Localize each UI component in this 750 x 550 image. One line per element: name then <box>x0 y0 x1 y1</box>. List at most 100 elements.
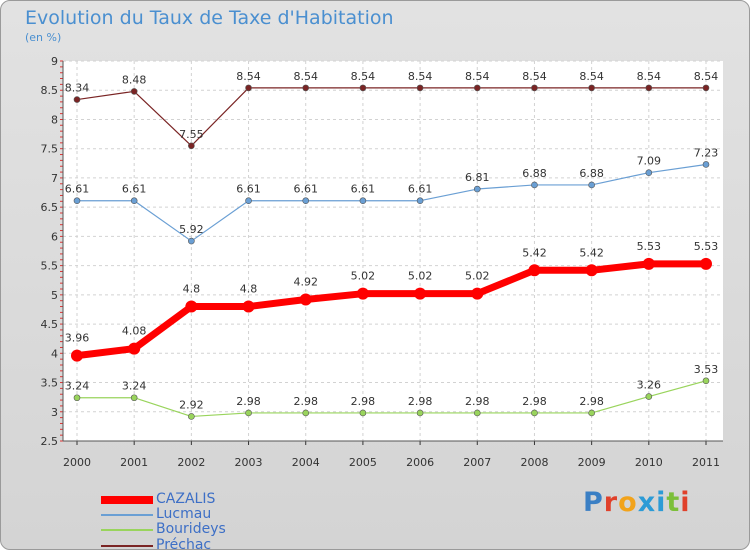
data-label: 3.53 <box>694 363 719 376</box>
data-point <box>702 377 710 385</box>
x-tick-label: 2011 <box>692 456 720 469</box>
y-tick-label: 8.5 <box>41 84 59 97</box>
data-label: 6.61 <box>122 183 147 196</box>
data-point <box>245 84 252 92</box>
data-point <box>473 409 481 417</box>
data-point <box>302 409 310 417</box>
x-tick-label: 2002 <box>177 456 205 469</box>
data-point <box>242 300 255 313</box>
data-label: 8.54 <box>465 70 490 83</box>
data-point <box>185 300 198 313</box>
data-label: 6.88 <box>522 167 547 180</box>
data-point <box>245 409 252 417</box>
logo-letter: i <box>656 487 667 518</box>
x-tick-label: 2004 <box>292 456 320 469</box>
data-label: 8.54 <box>579 70 604 83</box>
legend-label: Préchac <box>156 537 212 550</box>
logo-letter: t <box>666 487 681 518</box>
data-label: 8.54 <box>637 70 662 83</box>
data-point <box>130 88 138 95</box>
logo-letter: r <box>603 487 619 518</box>
y-tick-label: 5 <box>51 289 58 302</box>
data-point <box>473 84 481 92</box>
data-point <box>188 237 195 245</box>
data-label: 3.96 <box>65 332 90 345</box>
data-label: 7.23 <box>694 146 719 159</box>
data-label: 6.88 <box>579 167 604 180</box>
series-line-préchac <box>76 87 706 147</box>
data-label: 5.53 <box>637 240 662 253</box>
series-line-bourideys <box>77 380 707 418</box>
y-tick-label: 5.5 <box>41 260 59 273</box>
data-label: 5.02 <box>465 270 490 283</box>
data-point <box>585 264 598 277</box>
data-label: 8.54 <box>408 70 433 83</box>
data-point <box>359 197 367 205</box>
x-tick-label: 2010 <box>635 456 663 469</box>
y-tick-label: 3 <box>51 406 58 419</box>
data-point <box>473 185 481 193</box>
data-point <box>416 409 424 417</box>
data-label: 6.61 <box>65 183 90 196</box>
data-point <box>531 181 538 189</box>
data-label: 8.48 <box>122 73 147 86</box>
data-point <box>73 394 81 402</box>
y-tick-label: 8 <box>51 113 58 126</box>
data-label: 8.54 <box>293 70 318 83</box>
data-label: 8.34 <box>65 82 90 95</box>
x-tick-label: 2000 <box>63 456 91 469</box>
x-tick-label: 2006 <box>406 456 434 469</box>
legend-label: Bourideys <box>156 521 226 537</box>
data-label: 5.02 <box>351 270 376 283</box>
data-point <box>645 84 653 92</box>
data-label: 4.92 <box>293 276 318 289</box>
data-label: 2.98 <box>579 395 604 408</box>
data-label: 6.81 <box>465 171 490 184</box>
data-point <box>128 342 141 355</box>
legend-label: CAZALIS <box>156 491 216 507</box>
data-point <box>414 287 427 300</box>
data-point <box>416 84 424 92</box>
data-point <box>188 142 195 150</box>
legend-label: Lucmau <box>156 506 212 522</box>
data-point <box>71 349 83 362</box>
data-label: 2.98 <box>293 395 318 408</box>
x-tick-label: 2008 <box>520 456 548 469</box>
data-label: 5.92 <box>179 223 204 236</box>
data-label: 5.53 <box>694 240 719 253</box>
data-label: 2.98 <box>408 395 433 408</box>
data-label: 5.42 <box>522 246 547 259</box>
data-point <box>73 197 81 205</box>
data-point <box>299 293 312 306</box>
data-point <box>471 287 484 300</box>
legend-swatch <box>101 514 153 516</box>
data-label: 3.24 <box>65 380 90 393</box>
data-label: 4.8 <box>183 283 201 296</box>
data-point <box>356 287 369 300</box>
data-label: 7.09 <box>637 155 662 168</box>
data-label: 2.98 <box>522 395 547 408</box>
data-label: 6.61 <box>236 183 261 196</box>
data-point <box>588 181 595 189</box>
y-tick-label: 4.5 <box>41 318 59 331</box>
data-point <box>359 84 367 92</box>
proxiti-logo: Proxiti <box>583 487 691 518</box>
data-label: 2.92 <box>179 398 204 411</box>
series-line-cazalis <box>76 260 706 360</box>
y-tick-label: 2.5 <box>41 435 59 448</box>
chart-subtitle: (en %) <box>25 31 62 44</box>
legend-swatch <box>101 529 153 531</box>
y-tick-label: 7 <box>51 172 58 185</box>
x-tick-label: 2007 <box>463 456 491 469</box>
data-label: 8.54 <box>236 70 261 83</box>
data-label: 3.24 <box>122 380 147 393</box>
data-label: 8.54 <box>522 70 547 83</box>
data-point <box>700 257 712 270</box>
x-tick-label: 2005 <box>349 456 377 469</box>
y-tick-label: 9 <box>51 55 58 68</box>
data-label: 2.98 <box>351 395 376 408</box>
plot-area <box>63 61 723 441</box>
data-point <box>302 197 310 205</box>
